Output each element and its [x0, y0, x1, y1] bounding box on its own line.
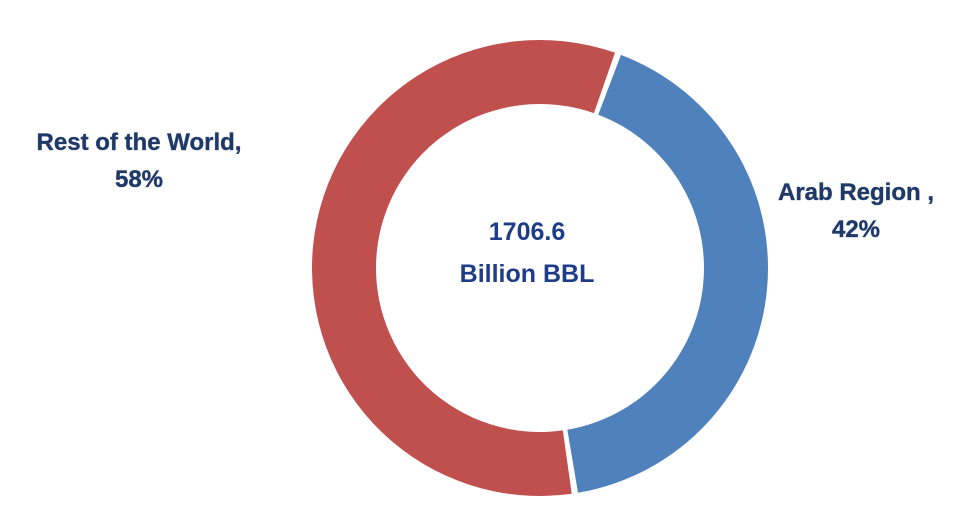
- slice-arab-region: [567, 54, 768, 493]
- slice-group: [312, 39, 768, 497]
- center-total-label: 1706.6 Billion BBL: [460, 218, 595, 288]
- data-label-rest-of-the-world: Rest of the World, 58%: [37, 129, 242, 193]
- label-group: Arab Region , 42% Rest of the World, 58%: [36, 129, 934, 244]
- data-label-arab-region: Arab Region , 42%: [778, 179, 934, 243]
- slice-rest-of-the-world: [312, 39, 615, 497]
- center-label-group: 1706.6 Billion BBL: [460, 218, 595, 288]
